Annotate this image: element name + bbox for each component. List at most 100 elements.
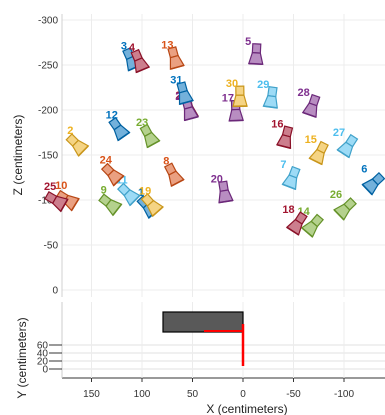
camera-16 xyxy=(276,125,294,149)
camera-lens xyxy=(336,141,354,159)
camera-label: 23 xyxy=(136,117,148,129)
camera-markers: 1234567891011121314151617181920212223242… xyxy=(44,36,385,238)
camera-29 xyxy=(262,86,278,109)
camera-label: 6 xyxy=(361,164,367,176)
camera-lens-rim xyxy=(263,105,278,109)
camera-13 xyxy=(167,46,185,70)
camera-lens-rim xyxy=(135,66,150,74)
y-tick-label: 20 xyxy=(37,357,49,368)
camera-2 xyxy=(65,133,90,157)
camera-lens xyxy=(107,169,125,187)
camera-24 xyxy=(100,162,125,187)
camera-label: 15 xyxy=(305,134,317,146)
camera-label: 26 xyxy=(330,189,342,201)
camera-lens-rim xyxy=(170,178,185,187)
camera-lens xyxy=(300,220,319,238)
z-axis-label: Z (centimeters) xyxy=(11,115,25,196)
camera-15 xyxy=(308,140,329,166)
camera-20 xyxy=(218,180,234,204)
camera-label: 3 xyxy=(121,40,127,52)
camera-label: 8 xyxy=(163,156,169,168)
x-tick-label: 150 xyxy=(83,389,100,400)
camera-4 xyxy=(130,48,151,74)
camera-lens-rim xyxy=(77,145,89,157)
x-axis-label: X (centimeters) xyxy=(206,402,287,415)
z-tick-label: -150 xyxy=(38,151,58,162)
camera-lens-rim xyxy=(70,198,80,211)
camera-lens-rim xyxy=(170,64,185,70)
camera-11 xyxy=(116,182,141,207)
camera-label: 31 xyxy=(170,75,182,87)
camera-lens-rim xyxy=(113,175,125,187)
camera-23 xyxy=(139,123,161,149)
x-tick-label: -50 xyxy=(286,389,301,400)
camera-lens-rim xyxy=(117,131,130,142)
camera-lens-rim xyxy=(336,149,350,159)
camera-lens-rim xyxy=(229,119,244,122)
camera-lens-rim xyxy=(112,203,123,216)
x-tick-label: 100 xyxy=(134,389,151,400)
z-tick-label: -200 xyxy=(38,106,58,117)
camera-28 xyxy=(301,93,321,118)
x-axis-ticks: 150 100 50 0 -50 -100 xyxy=(83,378,354,400)
camera-lens-rim xyxy=(146,139,160,149)
camera-lens xyxy=(262,94,278,109)
camera-lens-rim xyxy=(282,183,296,190)
camera-lens xyxy=(105,199,123,217)
camera-14 xyxy=(300,213,324,238)
camera-lens-rim xyxy=(276,144,291,149)
y-tick-label: 40 xyxy=(37,349,49,360)
camera-lens xyxy=(113,124,131,142)
camera-lens xyxy=(232,94,248,107)
y-tick-label: 60 xyxy=(37,341,49,352)
z-tick-label: -50 xyxy=(44,241,59,252)
camera-lens xyxy=(168,170,185,187)
camera-lens-rim xyxy=(184,115,199,122)
z-tick-label: 0 xyxy=(52,286,58,297)
camera-label: 20 xyxy=(211,174,223,186)
camera-body xyxy=(251,43,262,54)
camera-lens-rim xyxy=(60,198,69,212)
camera-label: 12 xyxy=(106,110,118,122)
camera-lens-rim xyxy=(151,206,164,217)
camera-9 xyxy=(98,193,123,217)
camera-lens-rim xyxy=(248,62,263,66)
camera-31 xyxy=(176,81,194,105)
camera-label: 13 xyxy=(161,40,173,52)
bottom-gridlines xyxy=(61,302,385,379)
camera-6 xyxy=(361,171,385,196)
camera-label: 16 xyxy=(271,119,283,131)
camera-27 xyxy=(336,133,359,159)
camera-label: 2 xyxy=(67,125,73,137)
camera-label: 4 xyxy=(129,42,136,54)
camera-label: 1 xyxy=(138,187,144,199)
y-tick-label: 0 xyxy=(42,365,48,376)
x-tick-label: 0 xyxy=(240,389,246,400)
camera-lens xyxy=(71,139,90,157)
camera-label: 25 xyxy=(44,181,56,193)
camera-label: 24 xyxy=(100,155,113,167)
camera-7 xyxy=(281,165,301,191)
camera-lens-rim xyxy=(286,226,300,236)
camera-26 xyxy=(333,197,357,221)
camera-label: 9 xyxy=(101,184,107,196)
camera-19 xyxy=(140,193,164,218)
camera-lens xyxy=(308,148,325,166)
camera-lens-rim xyxy=(129,194,141,206)
camera-30 xyxy=(232,85,248,108)
camera-lens xyxy=(361,178,379,196)
camera-lens-rim xyxy=(309,157,323,166)
camera-18 xyxy=(285,211,308,236)
camera-lens-rim xyxy=(218,199,233,204)
camera-lens-rim xyxy=(361,183,373,196)
camera-lens-rim xyxy=(333,209,345,221)
camera-lens-rim xyxy=(301,227,314,238)
camera-5 xyxy=(247,43,264,66)
camera-8 xyxy=(163,162,185,187)
camera-label: 5 xyxy=(245,36,251,48)
camera-label: 28 xyxy=(298,87,310,99)
camera-label: 10 xyxy=(55,180,67,192)
